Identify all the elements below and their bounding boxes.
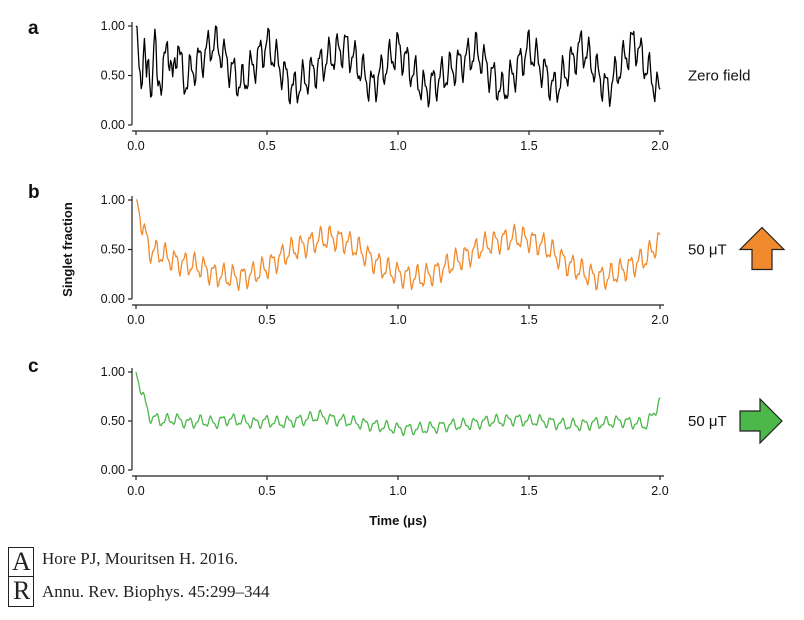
series-line-b [136,199,661,291]
x-tick-label: 2.0 [651,139,668,153]
x-tick-label: 0.0 [127,313,144,327]
figure: a 0.00 0.50 1.00 0.0 0.5 1.0 1.5 2.0 Zero field b 0… [28,18,786,528]
side-label: Zero field [688,68,751,85]
y-tick-label: 0.00 [101,463,125,477]
citation-authors: Hore PJ, Mouritsen H. 2016. [42,549,238,568]
arrow-right-icon [739,397,783,445]
x-tick-label: 0.5 [258,139,275,153]
series-line-a [135,25,661,108]
panel-letter: a [28,18,39,39]
x-tick-label: 1.0 [389,139,406,153]
x-tick-label: 1.5 [520,313,537,327]
panel-letter: c [28,356,39,377]
x-tick-label: 1.0 [389,313,406,327]
y-tick-label: 0.50 [101,414,125,428]
series-line-c [135,371,661,437]
x-tick-label: 0.5 [258,484,275,498]
y-tick-label: 0.50 [101,243,125,257]
chart-panel-a: a 0.00 0.50 1.00 0.0 0.5 1.0 1.5 2.0 Zero field [28,18,751,153]
panel-letter: b [28,182,40,203]
y-tick-label: 1.00 [101,193,125,207]
arrow-up-icon [738,226,786,271]
x-tick-label: 0.0 [127,484,144,498]
x-axis-title: Time (μs) [369,513,427,528]
side-label: 50 μT [688,413,727,430]
side-label: 50 μT [688,242,727,259]
x-tick-label: 1.5 [520,139,537,153]
y-tick-label: 0.50 [101,69,125,83]
citation-journal: Annu. Rev. Biophys. 45:299–344 [42,582,270,601]
y-tick-label: 0.00 [101,292,125,306]
x-tick-label: 1.5 [520,484,537,498]
x-tick-label: 1.0 [389,484,406,498]
x-tick-label: 2.0 [651,313,668,327]
x-tick-label: 0.0 [127,139,144,153]
chart-panel-b: b 0.00 0.50 1.00 0.0 0.5 1.0 1.5 2.0 50 μT Singlet… [28,182,786,327]
y-tick-label: 0.00 [101,118,125,132]
y-tick-label: 1.00 [101,19,125,33]
chart-panel-c: c 0.00 0.50 1.00 0.0 0.5 1.0 1.5 2.0 50 μT Time (μ… [28,356,783,528]
x-tick-label: 2.0 [651,484,668,498]
x-tick-label: 0.5 [258,313,275,327]
y-tick-label: 1.00 [101,365,125,379]
y-axis-title: Singlet fraction [60,202,75,297]
